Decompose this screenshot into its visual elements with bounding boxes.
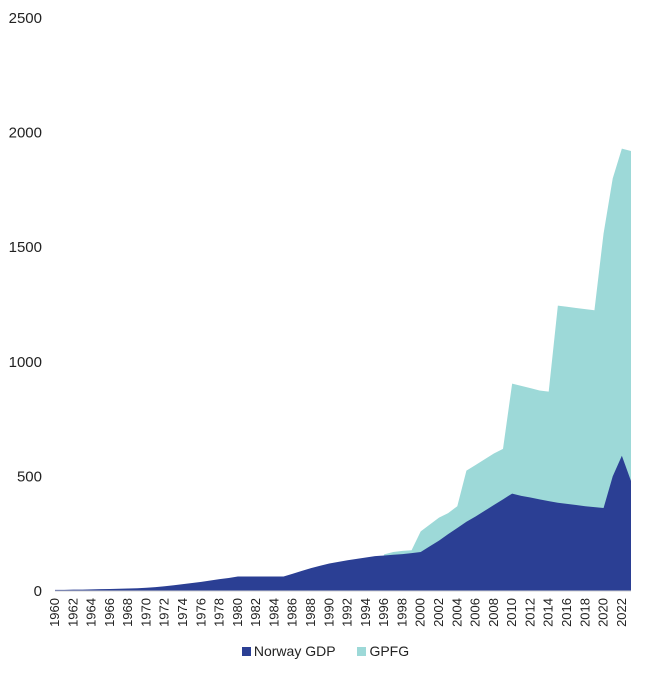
legend-item-gpfg: GPFG	[357, 643, 409, 659]
y-axis-ticks: 0 500 1000 1500 2000 2500	[9, 10, 42, 600]
legend-label-gpfg: GPFG	[369, 643, 410, 659]
x-tick-label: 1994	[358, 598, 373, 627]
x-tick-label: 1974	[175, 598, 190, 627]
x-tick-label: 1964	[84, 598, 99, 627]
x-tick-label: 1978	[212, 598, 227, 627]
legend-swatch-gpfg	[357, 647, 367, 656]
x-tick-label: 1980	[230, 598, 245, 627]
x-tick-label: 1998	[394, 598, 409, 627]
area-series-gpfg	[55, 148, 631, 591]
x-tick-label: 2014	[541, 598, 556, 627]
x-tick-label: 2012	[522, 598, 537, 627]
legend-item-norway-gdp: Norway GDP	[241, 643, 336, 659]
x-tick-label: 1970	[138, 598, 153, 627]
x-tick-label: 2002	[431, 598, 446, 627]
chart-legend: Norway GDP GPFG	[0, 643, 651, 659]
x-tick-label: 1962	[65, 598, 80, 627]
y-tick-label: 500	[17, 468, 42, 485]
x-tick-label: 1996	[376, 598, 391, 627]
y-tick-label: 0	[34, 583, 42, 600]
legend-swatch-norway-gdp	[241, 647, 251, 656]
x-tick-label: 1966	[102, 598, 117, 627]
x-tick-label: 2000	[413, 598, 428, 627]
x-tick-label: 1986	[285, 598, 300, 627]
x-tick-label: 2008	[486, 598, 501, 627]
x-tick-label: 1984	[266, 598, 281, 627]
y-tick-label: 1500	[9, 239, 42, 256]
y-tick-label: 1000	[9, 354, 42, 371]
x-tick-label: 2004	[449, 598, 464, 627]
x-axis-ticks: 1960 1962 1964 1966 1968 1970 1972 1974 1976 1978…	[47, 598, 629, 627]
x-tick-label: 1990	[321, 598, 336, 627]
x-tick-label: 1992	[340, 598, 355, 627]
legend-label-norway-gdp: Norway GDP	[253, 643, 336, 659]
x-tick-label: 2022	[614, 598, 629, 627]
chart-areas	[55, 148, 631, 591]
x-tick-label: 2018	[577, 598, 592, 627]
area-series-norway-gdp	[55, 455, 631, 591]
x-tick-label: 2020	[596, 598, 611, 627]
y-tick-label: 2000	[9, 125, 42, 142]
x-tick-label: 1988	[303, 598, 318, 627]
x-tick-label: 1972	[157, 598, 172, 627]
x-tick-label: 1976	[193, 598, 208, 627]
x-tick-label: 1968	[120, 598, 135, 627]
y-tick-label: 2500	[9, 10, 42, 27]
x-tick-label: 2006	[468, 598, 483, 627]
x-tick-label: 2016	[559, 598, 574, 627]
x-tick-label: 1960	[47, 598, 62, 627]
x-tick-label: 2010	[504, 598, 519, 627]
x-tick-label: 1982	[248, 598, 263, 627]
